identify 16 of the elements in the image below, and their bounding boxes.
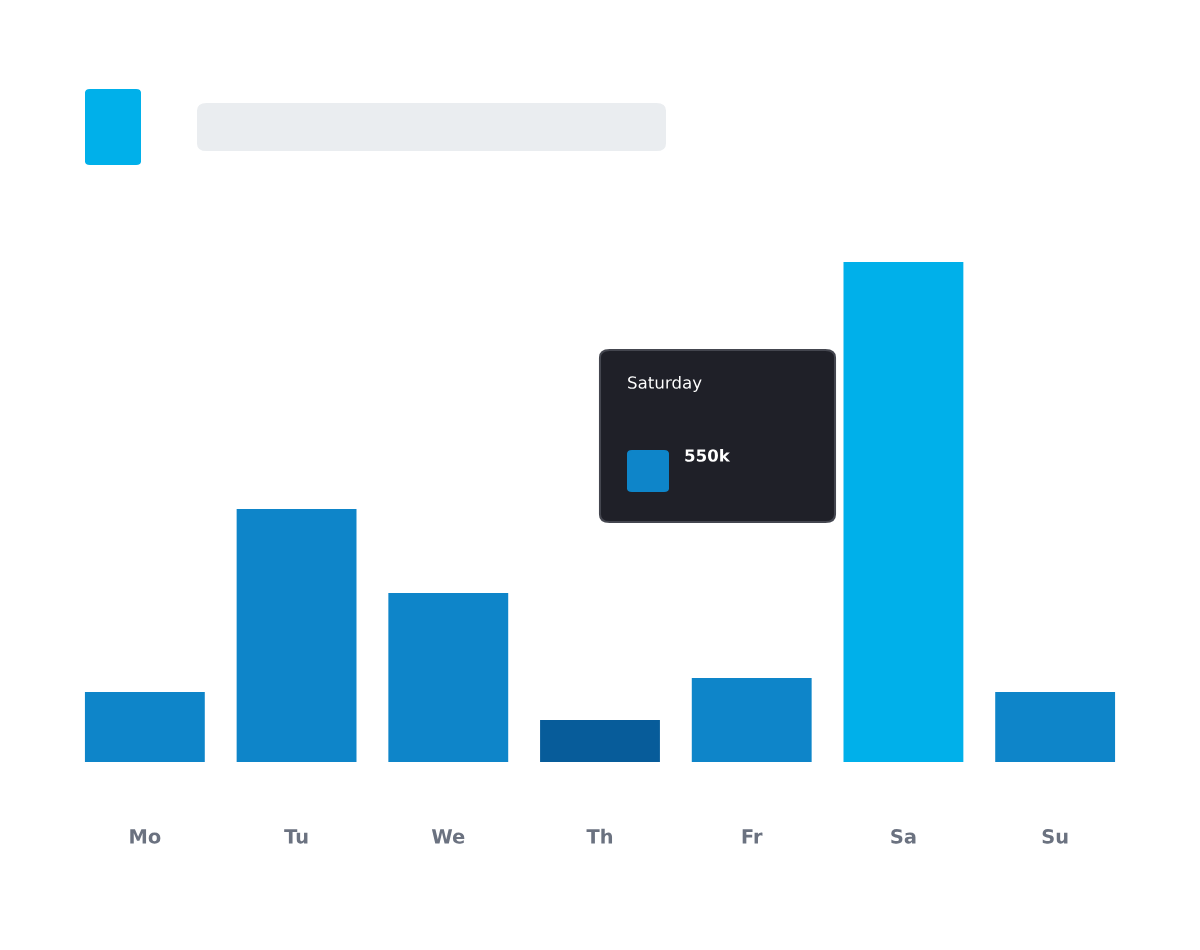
bar xyxy=(540,720,660,762)
bar xyxy=(84,692,205,762)
x-tick-label: Tu xyxy=(284,829,308,844)
bar xyxy=(388,593,509,762)
annotation: Saturday xyxy=(628,375,702,393)
x-tick-label: We xyxy=(431,829,465,844)
bar xyxy=(843,262,964,762)
bar xyxy=(995,692,1116,762)
annotation: 550k xyxy=(685,448,731,462)
x-tick-label: Th xyxy=(586,828,613,844)
bar xyxy=(236,509,357,762)
x-tick-label: Mo xyxy=(130,829,161,844)
x-tick-label: Sa xyxy=(891,829,916,844)
x-tick-label: Su xyxy=(1042,829,1068,844)
bar xyxy=(691,678,812,762)
x-tick-label: Fr xyxy=(742,829,763,844)
